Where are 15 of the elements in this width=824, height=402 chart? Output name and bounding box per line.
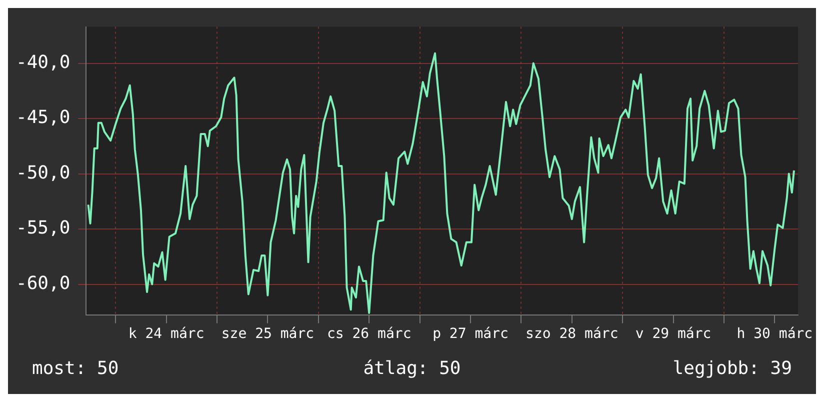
y-tick-label: -40,0 [16, 52, 70, 73]
x-tick-label: p 27 márc [432, 326, 508, 342]
text: átlag: 50 [362, 358, 462, 379]
text: most: 50 [32, 358, 120, 379]
y-tick-label: -45,0 [16, 107, 70, 128]
x-tick-label: k 24 márc [128, 326, 204, 342]
text: legjobb: 39 [672, 358, 792, 379]
y-tick-label: -50,0 [16, 162, 70, 184]
y-tick-label: -60,0 [16, 272, 70, 294]
x-tick-label: szo 28 márc [526, 326, 618, 342]
y-tick-label: -55,0 [16, 218, 70, 239]
x-tick-label: v 29 márc [635, 326, 712, 342]
x-tick-label: h 30 márc [736, 326, 813, 342]
x-tick-label: sze 25 márc [221, 326, 314, 342]
x-tick-label: cs 26 márc [326, 326, 412, 342]
